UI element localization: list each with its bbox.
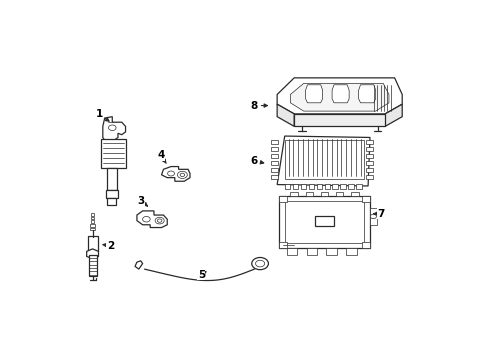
Text: 2: 2 <box>102 240 114 251</box>
Bar <box>366 147 372 151</box>
Bar <box>366 168 372 172</box>
Polygon shape <box>277 104 294 126</box>
Bar <box>320 192 327 196</box>
Bar <box>356 184 361 189</box>
Polygon shape <box>277 78 401 114</box>
Bar <box>271 168 278 172</box>
Bar <box>326 248 336 255</box>
Bar <box>279 242 286 248</box>
Circle shape <box>180 173 184 176</box>
Bar <box>366 175 372 179</box>
Bar <box>332 184 338 189</box>
Polygon shape <box>277 136 369 186</box>
Bar <box>347 184 353 189</box>
Circle shape <box>251 257 268 270</box>
Bar <box>324 184 329 189</box>
Polygon shape <box>290 84 388 111</box>
Circle shape <box>142 216 150 222</box>
Bar <box>271 154 278 158</box>
Polygon shape <box>137 211 167 228</box>
Bar <box>362 242 369 248</box>
Bar <box>105 190 118 198</box>
Text: 3: 3 <box>137 195 147 206</box>
Bar <box>271 140 278 144</box>
Text: 6: 6 <box>250 156 263 166</box>
Polygon shape <box>331 85 348 103</box>
Bar <box>292 184 298 189</box>
Polygon shape <box>102 117 125 140</box>
Circle shape <box>177 171 187 179</box>
Bar <box>340 184 346 189</box>
Bar <box>90 220 94 223</box>
Bar <box>346 248 356 255</box>
Bar <box>284 140 364 179</box>
Bar <box>366 140 372 144</box>
Circle shape <box>167 171 174 176</box>
Polygon shape <box>161 167 189 181</box>
Polygon shape <box>385 104 401 126</box>
Bar <box>87 236 98 251</box>
Polygon shape <box>305 85 322 103</box>
Text: 5: 5 <box>197 270 205 280</box>
Bar <box>107 168 117 190</box>
Bar <box>290 192 297 196</box>
Bar <box>91 213 94 216</box>
Polygon shape <box>86 249 98 259</box>
Bar <box>107 198 116 205</box>
Polygon shape <box>135 261 142 269</box>
Text: 7: 7 <box>373 209 384 219</box>
Circle shape <box>108 125 116 131</box>
Bar <box>306 248 317 255</box>
Bar <box>366 154 372 158</box>
Bar <box>366 161 372 165</box>
Bar <box>314 216 333 226</box>
Circle shape <box>369 214 376 219</box>
Bar <box>91 217 94 220</box>
Circle shape <box>255 260 264 267</box>
Bar <box>89 255 97 276</box>
Bar <box>362 196 369 202</box>
Bar <box>308 184 314 189</box>
Bar <box>271 175 278 179</box>
Bar <box>101 139 125 168</box>
Circle shape <box>157 219 162 222</box>
Bar <box>316 184 322 189</box>
Bar <box>279 196 286 202</box>
Bar <box>90 224 95 227</box>
Polygon shape <box>358 85 375 103</box>
Bar <box>350 192 358 196</box>
Bar <box>284 184 290 189</box>
Bar <box>271 147 278 151</box>
Bar <box>335 192 343 196</box>
Bar <box>271 161 278 165</box>
Circle shape <box>155 217 164 224</box>
Text: 8: 8 <box>250 100 267 111</box>
Bar <box>284 201 364 243</box>
Bar <box>369 208 376 225</box>
Bar <box>305 192 312 196</box>
Bar <box>300 184 305 189</box>
Bar <box>90 228 95 230</box>
Bar <box>286 248 297 255</box>
Polygon shape <box>294 114 385 126</box>
Text: 4: 4 <box>157 150 166 163</box>
Polygon shape <box>279 196 369 248</box>
Text: 1: 1 <box>95 109 109 121</box>
